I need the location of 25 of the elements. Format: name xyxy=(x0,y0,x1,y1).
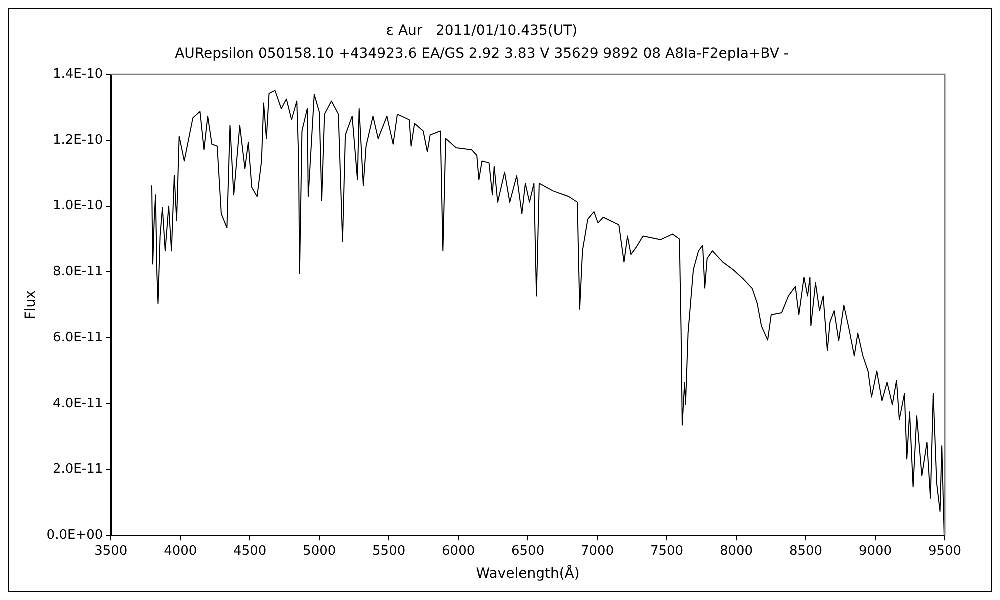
y-tick-label: 2.0E-11 xyxy=(53,462,104,478)
y-axis-title: Flux xyxy=(23,290,40,320)
y-tick-label: 4.0E-11 xyxy=(53,396,104,412)
y-tick-label: 1.2E-10 xyxy=(53,132,104,148)
x-tick-label: 7000 xyxy=(581,544,614,559)
x-tick-label: 8500 xyxy=(789,544,823,559)
chart-subtitle: AURepsilon 050158.10 +434923.6 EA/GS 2.92 3.83 V 35629 9892 08 A8Ia-F2epIa+BV - xyxy=(175,46,789,62)
x-tick-label: 4000 xyxy=(164,544,198,559)
x-tick-label: 6500 xyxy=(512,544,545,559)
x-tick-label: 5000 xyxy=(303,544,336,559)
x-tick-label: 8000 xyxy=(720,544,754,559)
x-tick-label: 7500 xyxy=(650,544,684,559)
x-tick-label: 6000 xyxy=(442,544,476,559)
x-tick-label: 9500 xyxy=(928,544,962,559)
y-tick-label: 1.4E-10 xyxy=(53,66,104,82)
y-tick-label: 0.0E+00 xyxy=(46,528,104,543)
x-tick-label: 5500 xyxy=(372,544,406,559)
x-tick-label: 9000 xyxy=(858,544,892,559)
y-tick-label: 8.0E-11 xyxy=(53,264,104,280)
y-tick-label: 6.0E-11 xyxy=(53,330,104,346)
x-axis-title: Wavelength(Å) xyxy=(476,565,580,582)
x-tick-label: 4500 xyxy=(234,544,267,559)
x-tick-label: 3500 xyxy=(94,544,128,559)
chart-title: ε Aur 2011/01/10.435(UT) xyxy=(386,23,578,40)
y-tick-label: 1.0E-10 xyxy=(53,198,104,214)
